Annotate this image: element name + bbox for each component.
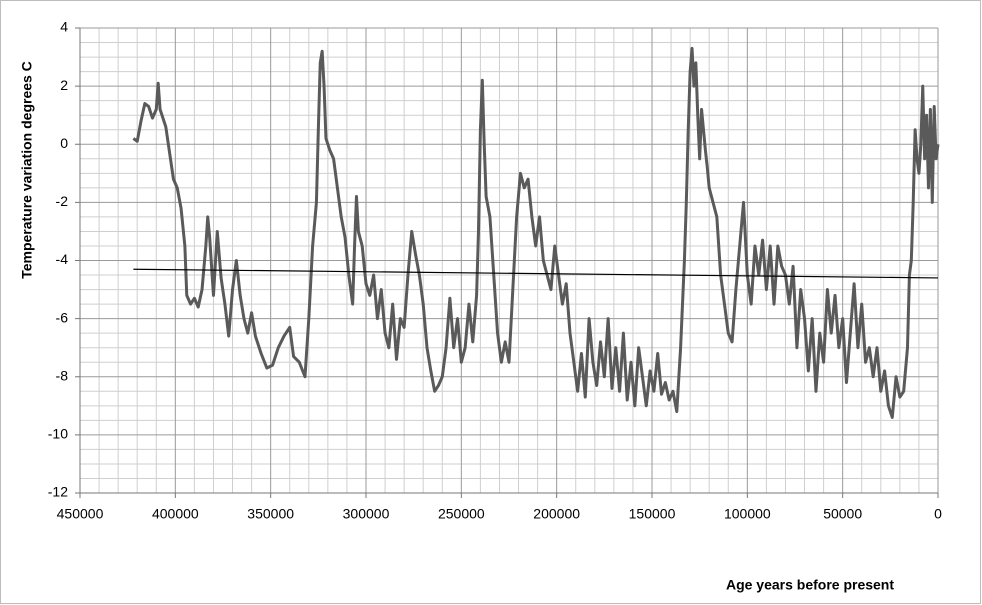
x-tick-label: 400000 (152, 506, 199, 522)
y-tick-label: 4 (60, 19, 68, 35)
y-tick-label: -10 (48, 426, 68, 442)
y-tick-label: 0 (60, 135, 68, 151)
x-tick-label: 300000 (343, 506, 390, 522)
y-tick-label: -2 (56, 193, 69, 209)
y-tick-label: -12 (48, 484, 68, 500)
y-tick-label: -8 (56, 367, 69, 383)
x-tick-label: 100000 (724, 506, 771, 522)
x-tick-label: 50000 (823, 506, 862, 522)
y-axis-title: Temperature variation degrees C (19, 61, 35, 279)
x-tick-label: 150000 (629, 506, 676, 522)
x-tick-label: 250000 (438, 506, 485, 522)
y-tick-label: -6 (56, 309, 69, 325)
x-axis-title: Age years before present (726, 577, 894, 593)
temperature-line (132, 46, 940, 419)
x-tick-label: 350000 (247, 506, 294, 522)
y-tick-label: 2 (60, 77, 68, 93)
x-tick-label: 450000 (57, 506, 104, 522)
x-tick-label: 200000 (533, 506, 580, 522)
x-tick-label: 0 (934, 506, 942, 522)
y-tick-label: -4 (56, 251, 69, 267)
trend-line (133, 268, 939, 279)
